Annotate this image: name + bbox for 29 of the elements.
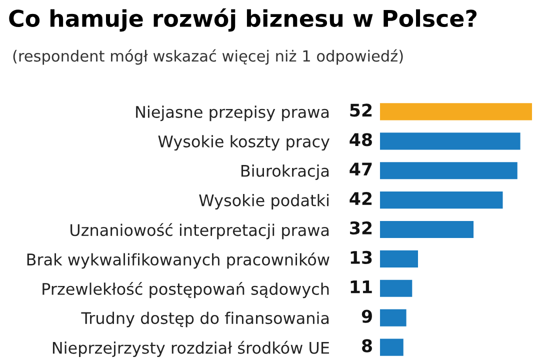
bar — [380, 103, 532, 120]
data-label: 47 — [350, 162, 372, 176]
data-label: 13 — [350, 250, 372, 264]
y-tick-label: Wysokie koszty pracy — [158, 135, 330, 151]
y-tick-label: Uznaniowość interpretacji prawa — [70, 223, 329, 240]
text: (respondent mógł wskazać więcej niż 1 odpowiedź) — [13, 49, 403, 65]
y-tick-label: Wysokie podatki — [199, 194, 328, 210]
bar — [380, 192, 503, 209]
bar — [380, 162, 518, 180]
data-label: 32 — [350, 221, 372, 235]
bar — [380, 250, 418, 268]
data-label: 48 — [350, 133, 372, 146]
data-label: 8 — [362, 339, 372, 352]
bar — [380, 280, 412, 297]
y-tick-label: Nieprzejrzysty rozdział środków UE — [52, 340, 329, 357]
data-label: 11 — [350, 280, 372, 294]
y-tick-label: Brak wykwalifikowanych pracowników — [27, 252, 330, 269]
data-label: 52 — [350, 104, 372, 117]
bar — [380, 338, 404, 356]
data-label: 42 — [350, 192, 372, 205]
y-tick-label: Przewlekłość postępowań sądowych — [42, 282, 329, 298]
data-label: 9 — [362, 310, 372, 323]
y-tick-label: Niejasne przepisy prawa — [136, 106, 329, 122]
bar — [380, 220, 474, 238]
y-tick-label: Trudny dostęp do finansowania — [81, 312, 329, 328]
chart-title: Co hamuje rozwój biznesu w Polsce? — [9, 8, 477, 32]
bar — [380, 309, 406, 326]
y-tick-label: Biurokracja — [241, 164, 329, 180]
bar — [380, 132, 520, 150]
